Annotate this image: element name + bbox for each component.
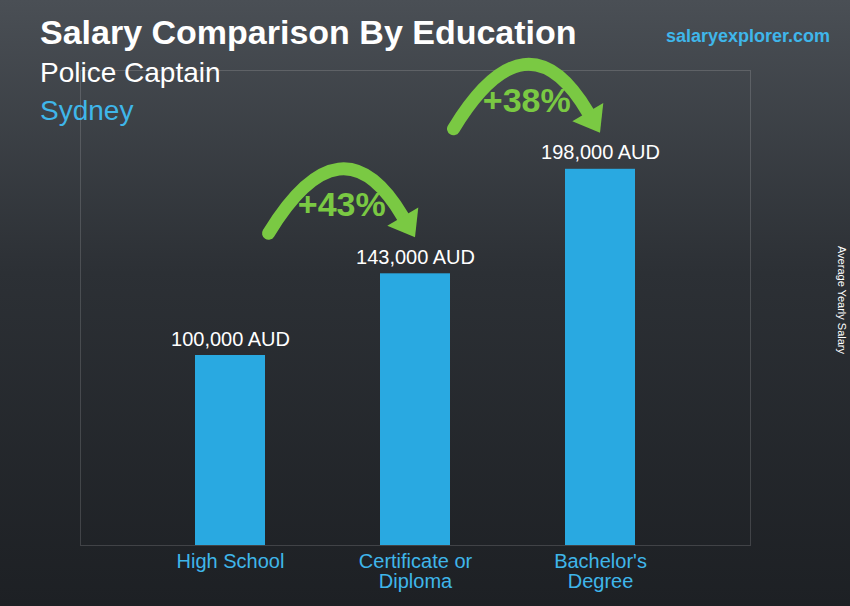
svg-text:198,000 AUD: 198,000 AUD: [541, 141, 660, 163]
html-text:Police Captain: Police Captain: [40, 57, 221, 88]
svg-text:100,000 AUD: 100,000 AUD: [171, 328, 290, 350]
svg-text:+43%: +43%: [298, 185, 386, 223]
svg-text:+38%: +38%: [483, 81, 571, 119]
svg-text:Average Yearly Salary: Average Yearly Salary: [836, 246, 848, 355]
html-text:salaryexplorer.com: salaryexplorer.com: [665, 26, 830, 46]
svg-text:143,000 AUD: 143,000 AUD: [356, 246, 475, 268]
html-text:Sydney: Sydney: [40, 95, 134, 126]
svg-text:High School: High School: [177, 550, 285, 572]
svg-text:Certificate orDiploma: Certificate orDiploma: [359, 550, 473, 592]
html-text:Salary Comparison By Education: Salary Comparison By Education: [40, 13, 577, 51]
svg-text:Bachelor'sDegree: Bachelor'sDegree: [554, 550, 647, 592]
